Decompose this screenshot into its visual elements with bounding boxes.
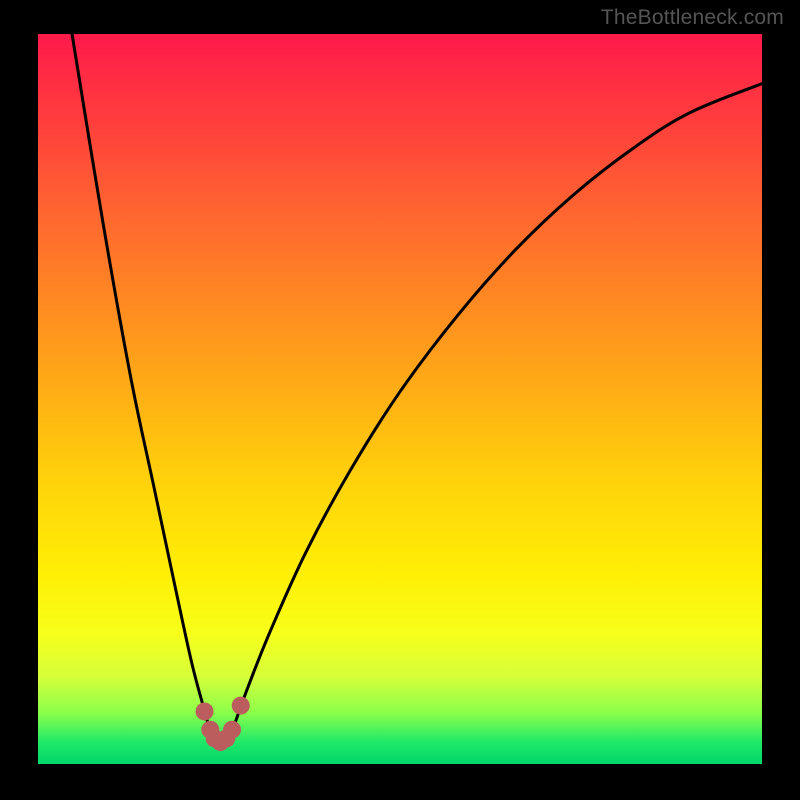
valley-marker	[206, 729, 224, 747]
valley-markers	[196, 697, 250, 752]
plot-gradient-area	[38, 34, 762, 764]
curve-svg	[38, 34, 762, 764]
watermark-text: TheBottleneck.com	[601, 6, 784, 30]
valley-marker	[196, 702, 214, 720]
bottleneck-curve	[72, 34, 762, 743]
valley-marker	[232, 697, 250, 715]
valley-marker	[201, 721, 219, 739]
valley-marker	[211, 733, 229, 751]
valley-marker	[217, 729, 235, 747]
valley-marker	[223, 721, 241, 739]
